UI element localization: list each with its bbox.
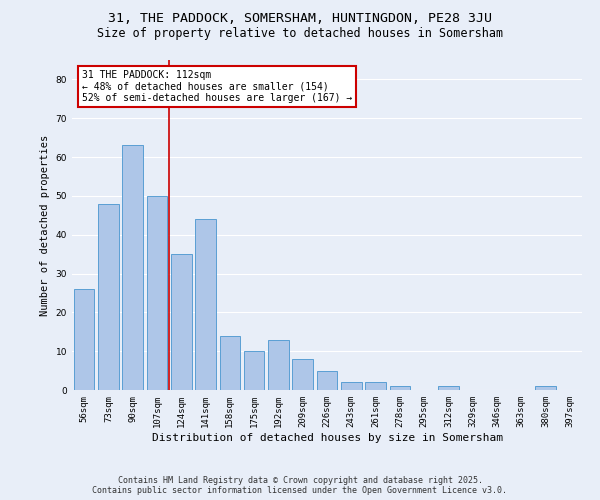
Bar [98,204,119,390]
Bar [195,219,216,390]
Text: Size of property relative to detached houses in Somersham: Size of property relative to detached ho… [97,28,503,40]
Bar [317,370,337,390]
Bar [365,382,386,390]
Bar [146,196,167,390]
Bar [438,386,459,390]
Bar [389,386,410,390]
Bar [292,359,313,390]
Y-axis label: Number of detached properties: Number of detached properties [40,134,50,316]
Bar [171,254,191,390]
Bar [74,289,94,390]
Text: 31, THE PADDOCK, SOMERSHAM, HUNTINGDON, PE28 3JU: 31, THE PADDOCK, SOMERSHAM, HUNTINGDON, … [108,12,492,26]
Bar [268,340,289,390]
X-axis label: Distribution of detached houses by size in Somersham: Distribution of detached houses by size … [151,432,503,442]
Bar [535,386,556,390]
Bar [244,351,265,390]
Text: 31 THE PADDOCK: 112sqm
← 48% of detached houses are smaller (154)
52% of semi-de: 31 THE PADDOCK: 112sqm ← 48% of detached… [82,70,352,103]
Bar [220,336,240,390]
Bar [122,146,143,390]
Text: Contains HM Land Registry data © Crown copyright and database right 2025.
Contai: Contains HM Land Registry data © Crown c… [92,476,508,495]
Bar [341,382,362,390]
